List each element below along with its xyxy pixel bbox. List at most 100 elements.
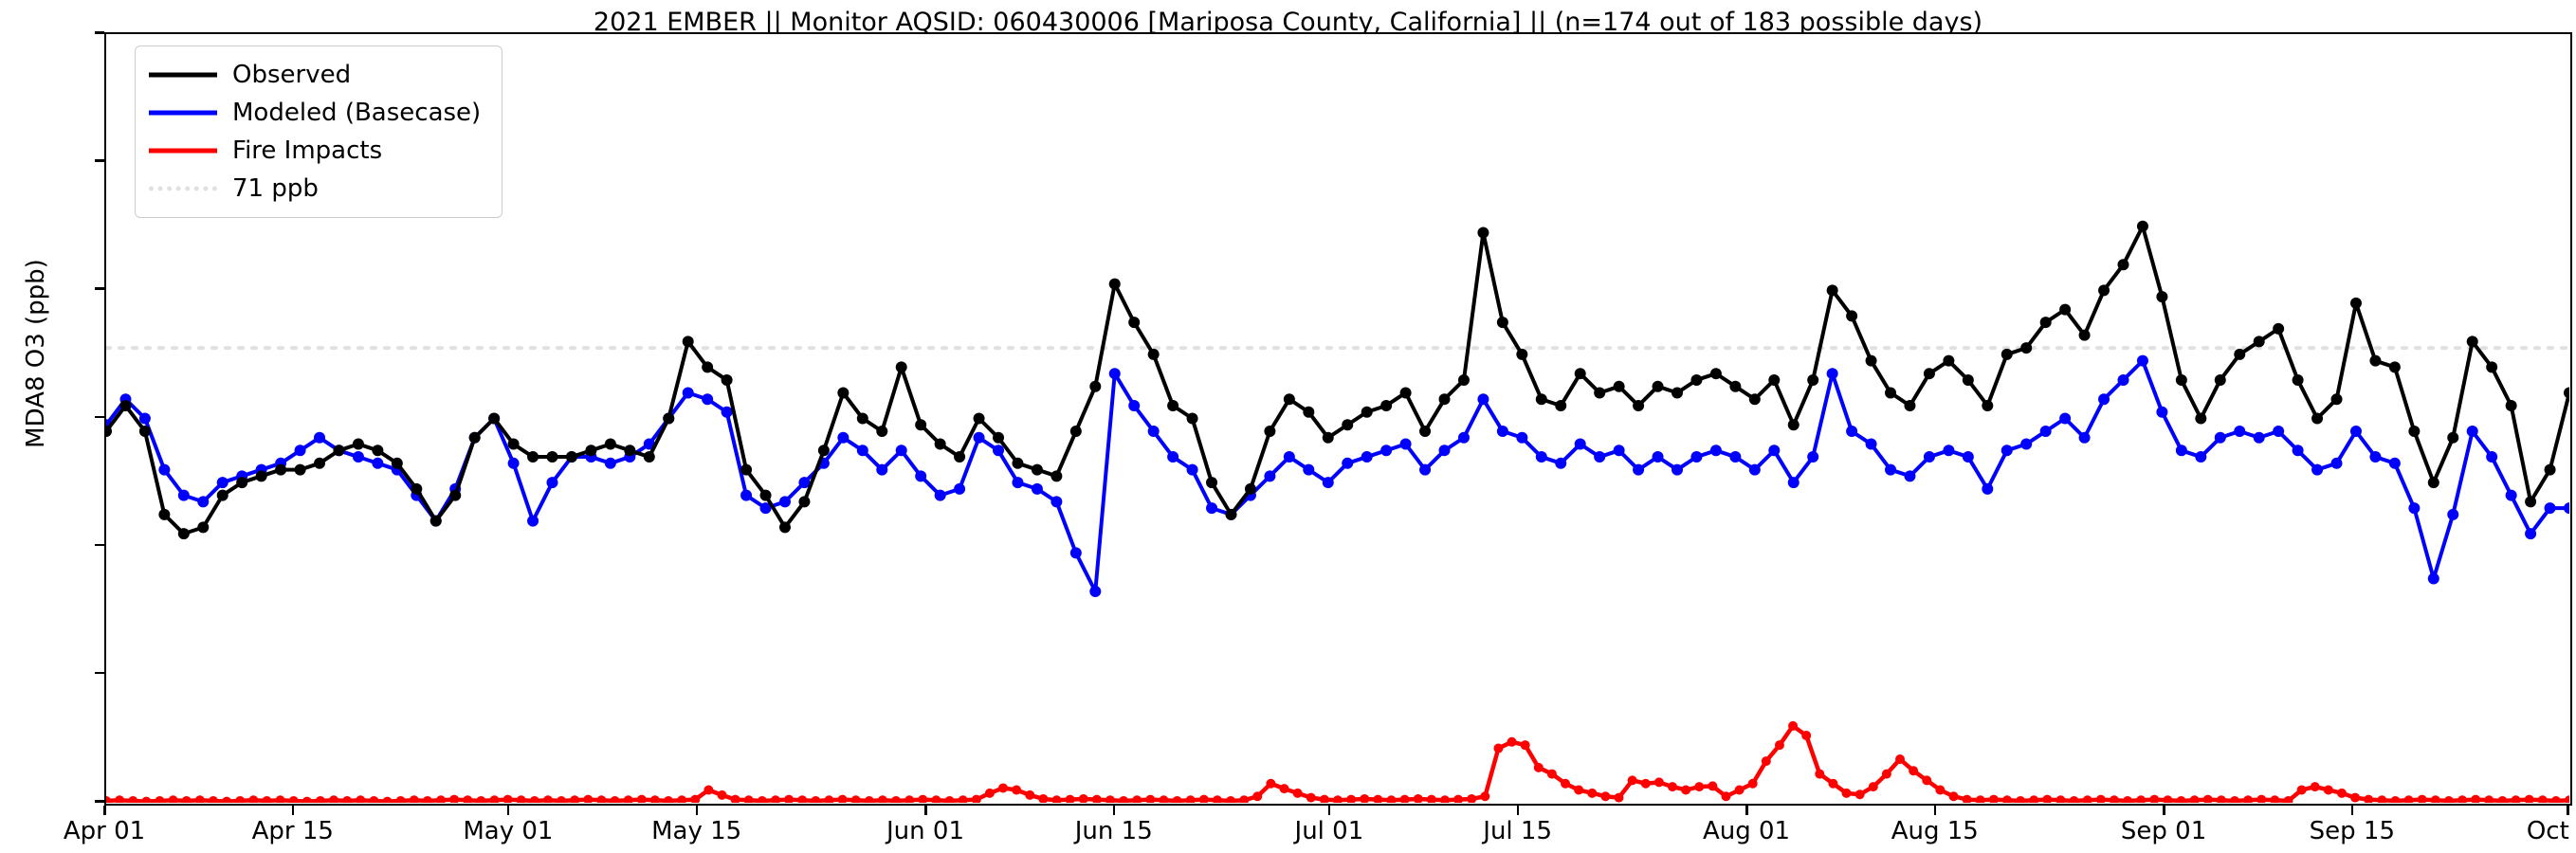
legend-item[interactable]: Modeled (Basecase) xyxy=(149,94,481,132)
legend-item[interactable]: 71 ppb xyxy=(149,170,481,208)
data-point xyxy=(1380,445,1393,457)
data-point xyxy=(1477,393,1489,406)
data-point xyxy=(934,489,946,501)
data-point xyxy=(1633,463,1645,476)
data-point xyxy=(1535,393,1547,406)
data-point xyxy=(2195,451,2207,463)
data-point xyxy=(1108,368,1121,380)
data-point xyxy=(106,426,112,438)
legend-line-icon xyxy=(149,186,217,191)
data-point xyxy=(2234,426,2246,438)
data-point xyxy=(2330,457,2343,469)
data-point xyxy=(2403,795,2414,803)
data-point xyxy=(1089,380,1102,392)
data-point xyxy=(1555,399,1567,411)
data-point xyxy=(177,489,190,501)
data-point xyxy=(502,794,513,803)
data-point xyxy=(797,795,808,803)
data-point xyxy=(333,445,345,457)
data-point xyxy=(1438,445,1451,457)
data-point xyxy=(1614,792,1624,803)
data-point xyxy=(2270,795,2280,803)
data-point xyxy=(1922,775,1932,786)
data-point xyxy=(1761,756,1771,767)
data-point xyxy=(546,451,558,463)
data-point xyxy=(2078,431,2091,444)
data-point xyxy=(435,795,446,803)
data-point xyxy=(918,794,928,803)
data-point xyxy=(1159,795,1169,803)
data-point xyxy=(1012,477,1024,489)
data-point xyxy=(1360,793,1370,803)
data-point xyxy=(2123,795,2133,803)
series-observed xyxy=(106,220,2569,540)
data-point xyxy=(1640,778,1651,789)
data-point xyxy=(2098,393,2110,406)
data-point xyxy=(395,795,406,803)
data-point xyxy=(1413,793,1423,803)
data-point xyxy=(2408,502,2421,515)
data-point xyxy=(850,795,861,803)
data-point xyxy=(2117,259,2129,271)
data-point xyxy=(1846,310,1858,322)
data-point xyxy=(2544,463,2556,476)
data-point xyxy=(2430,795,2440,803)
data-point xyxy=(570,795,580,803)
data-point xyxy=(1361,451,1373,463)
data-point xyxy=(864,795,874,803)
data-point xyxy=(1868,782,1878,792)
data-point xyxy=(1172,795,1182,803)
data-point xyxy=(1904,470,1916,482)
data-point xyxy=(1690,373,1703,386)
data-point xyxy=(369,795,379,803)
data-point xyxy=(1748,393,1761,406)
data-point xyxy=(944,795,955,803)
x-tick-label: Apr 01 xyxy=(63,817,146,845)
data-point xyxy=(1198,794,1209,803)
data-point xyxy=(1346,794,1357,803)
legend-label: Observed xyxy=(232,61,352,89)
data-point xyxy=(2055,795,2066,803)
data-point xyxy=(529,795,539,803)
data-point xyxy=(1546,769,1557,779)
legend-item[interactable]: Observed xyxy=(149,56,481,94)
data-point xyxy=(194,795,205,803)
data-point xyxy=(235,795,246,803)
data-point xyxy=(998,783,1009,793)
data-point xyxy=(1244,482,1256,495)
data-point xyxy=(1306,792,1316,803)
data-point xyxy=(352,451,364,463)
data-point xyxy=(1587,788,1598,798)
y-tick-mark xyxy=(95,159,104,162)
data-point xyxy=(106,795,111,803)
data-point xyxy=(1975,795,1985,803)
data-point xyxy=(1185,795,1196,803)
data-point xyxy=(1561,778,1571,789)
data-point xyxy=(557,795,567,803)
plot-svg xyxy=(106,220,2569,803)
data-point xyxy=(138,426,151,438)
data-point xyxy=(1734,785,1745,795)
data-point xyxy=(1600,791,1611,802)
data-point xyxy=(1652,380,1664,392)
data-point xyxy=(1091,794,1102,803)
data-point xyxy=(2564,502,2569,515)
data-point xyxy=(677,795,687,803)
data-point xyxy=(449,794,460,803)
data-point xyxy=(1069,547,1082,559)
data-point xyxy=(2296,785,2307,795)
data-point xyxy=(2524,794,2534,803)
x-tick-mark xyxy=(1327,806,1331,815)
chart-title: 2021 EMBER || Monitor AQSID: 060430006 [… xyxy=(593,8,1983,37)
data-point xyxy=(2311,412,2324,425)
data-point xyxy=(2447,431,2459,444)
data-point xyxy=(468,431,481,444)
data-point xyxy=(856,445,868,457)
data-point xyxy=(248,795,259,803)
data-point xyxy=(2564,387,2569,399)
data-point xyxy=(1865,354,1877,367)
data-point xyxy=(1283,393,1295,406)
legend-item[interactable]: Fire Impacts xyxy=(149,132,481,170)
legend-label: Modeled (Basecase) xyxy=(232,99,482,127)
data-point xyxy=(315,795,325,803)
